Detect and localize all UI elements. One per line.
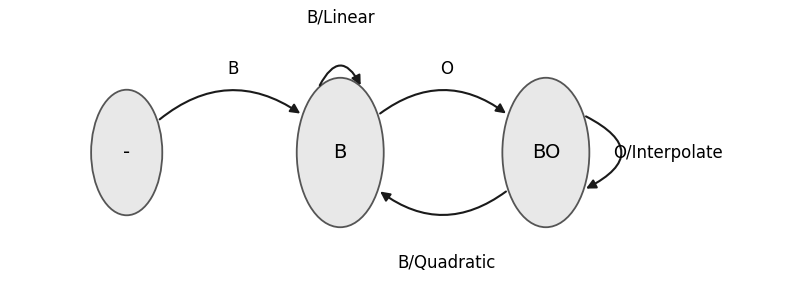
Text: B/Quadratic: B/Quadratic — [398, 254, 496, 272]
Ellipse shape — [91, 90, 162, 215]
Ellipse shape — [502, 78, 589, 227]
Text: O: O — [441, 60, 454, 78]
Text: BO: BO — [532, 143, 560, 162]
Ellipse shape — [297, 78, 383, 227]
Text: B/Linear: B/Linear — [306, 9, 374, 27]
Text: B: B — [228, 60, 239, 78]
Text: B: B — [333, 143, 347, 162]
Text: O/Interpolate: O/Interpolate — [613, 143, 723, 162]
Text: -: - — [123, 143, 130, 162]
